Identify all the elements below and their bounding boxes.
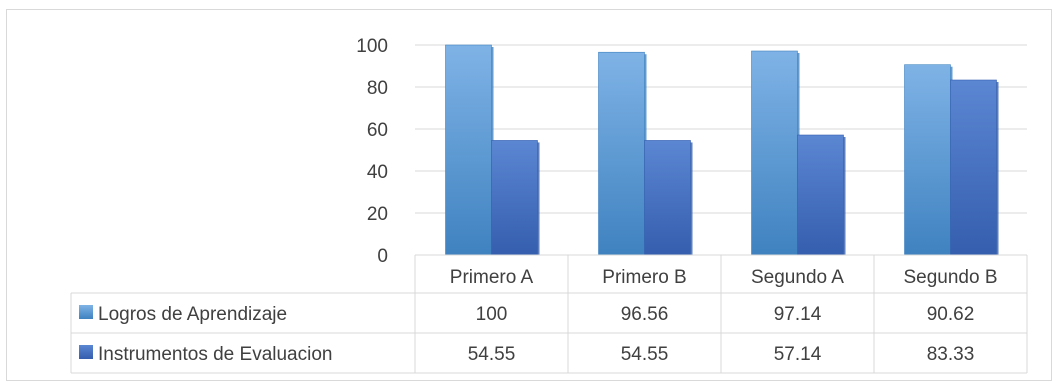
data-table-value: 54.55 bbox=[468, 344, 516, 365]
data-table-value: 83.33 bbox=[927, 344, 975, 365]
bar-side-shadow bbox=[537, 142, 540, 255]
bar-logros bbox=[751, 50, 798, 256]
data-table-value: 96.56 bbox=[621, 304, 669, 325]
bar-side-shadow bbox=[843, 137, 846, 255]
bar-instrumentos bbox=[950, 79, 997, 256]
bar-side-shadow bbox=[996, 82, 999, 255]
x-tick-label: Segundo A bbox=[751, 267, 844, 288]
legend-label: Logros de Aprendizaje bbox=[98, 304, 287, 325]
data-table-value: 100 bbox=[476, 304, 508, 325]
legend-label: Instrumentos de Evaluacion bbox=[98, 344, 332, 365]
x-tick-label: Primero A bbox=[450, 267, 534, 288]
data-table-value: 54.55 bbox=[621, 344, 669, 365]
bar-instrumentos bbox=[797, 134, 844, 256]
y-tick-label: 80 bbox=[367, 78, 388, 99]
data-table-value: 97.14 bbox=[774, 304, 822, 325]
data-table-value: 90.62 bbox=[927, 304, 975, 325]
x-tick-label: Segundo B bbox=[903, 267, 997, 288]
data-table-value: 57.14 bbox=[774, 344, 822, 365]
legend-key bbox=[79, 345, 93, 359]
bar-side-shadow bbox=[690, 142, 693, 255]
y-tick-label: 100 bbox=[356, 36, 388, 57]
x-tick-label: Primero B bbox=[602, 267, 686, 288]
bar-instrumentos bbox=[491, 140, 538, 256]
bar-logros bbox=[904, 64, 951, 256]
y-tick-label: 60 bbox=[367, 120, 388, 141]
y-tick-label: 0 bbox=[377, 246, 388, 267]
legend-key bbox=[79, 305, 93, 319]
y-tick-label: 40 bbox=[367, 162, 388, 183]
bar-logros bbox=[445, 44, 492, 256]
y-tick-label: 20 bbox=[367, 204, 388, 225]
bar-logros bbox=[598, 51, 645, 256]
bar-instrumentos bbox=[644, 140, 691, 256]
